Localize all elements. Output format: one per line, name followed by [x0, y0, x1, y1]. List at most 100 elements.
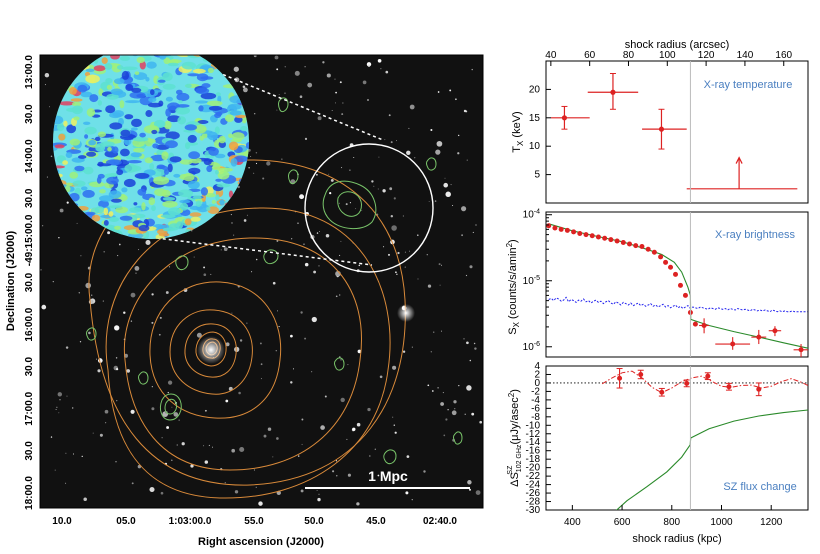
star	[91, 294, 93, 296]
map-pixel	[76, 46, 84, 54]
star	[59, 399, 61, 401]
map-pixel	[132, 213, 146, 219]
star	[71, 407, 74, 409]
map-pixel	[110, 88, 124, 96]
star	[260, 363, 263, 366]
brightness-point	[571, 229, 577, 235]
map-pixel	[240, 43, 255, 52]
star	[318, 230, 321, 233]
map-pixel	[208, 105, 223, 111]
map-pixel	[157, 79, 166, 83]
star	[352, 427, 356, 431]
map-pixel	[211, 199, 216, 204]
star	[278, 94, 280, 95]
star	[430, 351, 432, 353]
star	[411, 499, 413, 501]
sky-image-panel: 1 Mpc 13:00.0 30.0 14:00.0 30.0 -49:15:00.0 3…	[5, 42, 484, 548]
star	[318, 265, 320, 267]
dec-tick-label: 13:00.0	[24, 55, 35, 89]
star	[447, 409, 449, 411]
brightness-point	[645, 246, 651, 252]
star	[272, 456, 274, 458]
map-pixel	[62, 160, 68, 165]
star	[193, 256, 195, 258]
map-pixel	[186, 142, 199, 146]
map-pixel	[162, 72, 173, 82]
map-pixel	[181, 61, 196, 70]
star	[405, 491, 409, 495]
map-pixel	[108, 205, 123, 209]
map-pixel	[145, 110, 153, 117]
sz-point	[726, 384, 732, 390]
star	[382, 189, 386, 193]
map-pixel	[166, 46, 178, 49]
star	[349, 202, 351, 204]
map-pixel	[104, 63, 113, 70]
star	[168, 266, 170, 268]
star	[259, 342, 262, 345]
map-pixel	[161, 151, 169, 161]
sz-y-tick-label: -12	[526, 429, 541, 440]
top-axis-tick-label: 120	[698, 50, 715, 61]
brightness-point	[682, 292, 688, 298]
star	[471, 68, 473, 71]
star	[114, 325, 120, 331]
map-pixel	[119, 215, 133, 221]
map-pixel	[167, 115, 181, 123]
star	[58, 412, 60, 414]
star	[453, 400, 457, 404]
star	[404, 251, 406, 253]
map-pixel	[228, 141, 239, 151]
brightness-point	[614, 238, 620, 244]
map-pixel	[199, 135, 204, 141]
dec-tick-label: 30.0	[24, 104, 35, 124]
map-pixel	[185, 43, 197, 46]
brightness-y-tick-label: 10-6	[523, 341, 540, 353]
star	[253, 55, 257, 58]
star	[394, 431, 397, 434]
map-pixel	[123, 42, 137, 48]
star	[426, 254, 428, 256]
star	[366, 98, 370, 102]
star	[224, 482, 226, 484]
star	[251, 271, 253, 273]
star	[339, 254, 341, 256]
map-pixel	[121, 70, 130, 80]
star	[431, 390, 434, 392]
map-pixel	[214, 126, 220, 135]
star	[402, 350, 406, 353]
star	[211, 446, 214, 448]
star	[134, 266, 140, 271]
sz-y-tick-label: -8	[531, 412, 540, 423]
star	[246, 322, 248, 324]
map-pixel	[74, 165, 85, 172]
sz-fit-dashdot-line	[601, 370, 808, 394]
star	[441, 264, 442, 266]
star	[325, 234, 330, 238]
star	[204, 460, 209, 464]
brightness-point	[798, 347, 804, 353]
star	[374, 448, 376, 450]
star	[276, 109, 278, 111]
map-pixel	[203, 158, 212, 166]
map-pixel	[121, 66, 138, 71]
star	[457, 152, 460, 155]
star	[417, 234, 419, 236]
star	[377, 58, 382, 63]
star	[311, 316, 317, 323]
star	[388, 114, 391, 117]
star	[76, 222, 78, 224]
map-pixel	[107, 146, 112, 152]
star	[396, 273, 398, 275]
temperature-y-tick-label: 15	[529, 113, 541, 124]
map-pixel	[184, 124, 197, 131]
map-pixel	[71, 105, 83, 115]
map-pixel	[119, 56, 131, 61]
map-pixel	[99, 189, 106, 194]
star	[253, 469, 255, 471]
ra-tick-label: 1:03:00.0	[169, 516, 212, 527]
map-pixel	[206, 165, 213, 173]
map-pixel	[145, 77, 150, 82]
star	[355, 208, 357, 210]
star	[341, 113, 344, 116]
